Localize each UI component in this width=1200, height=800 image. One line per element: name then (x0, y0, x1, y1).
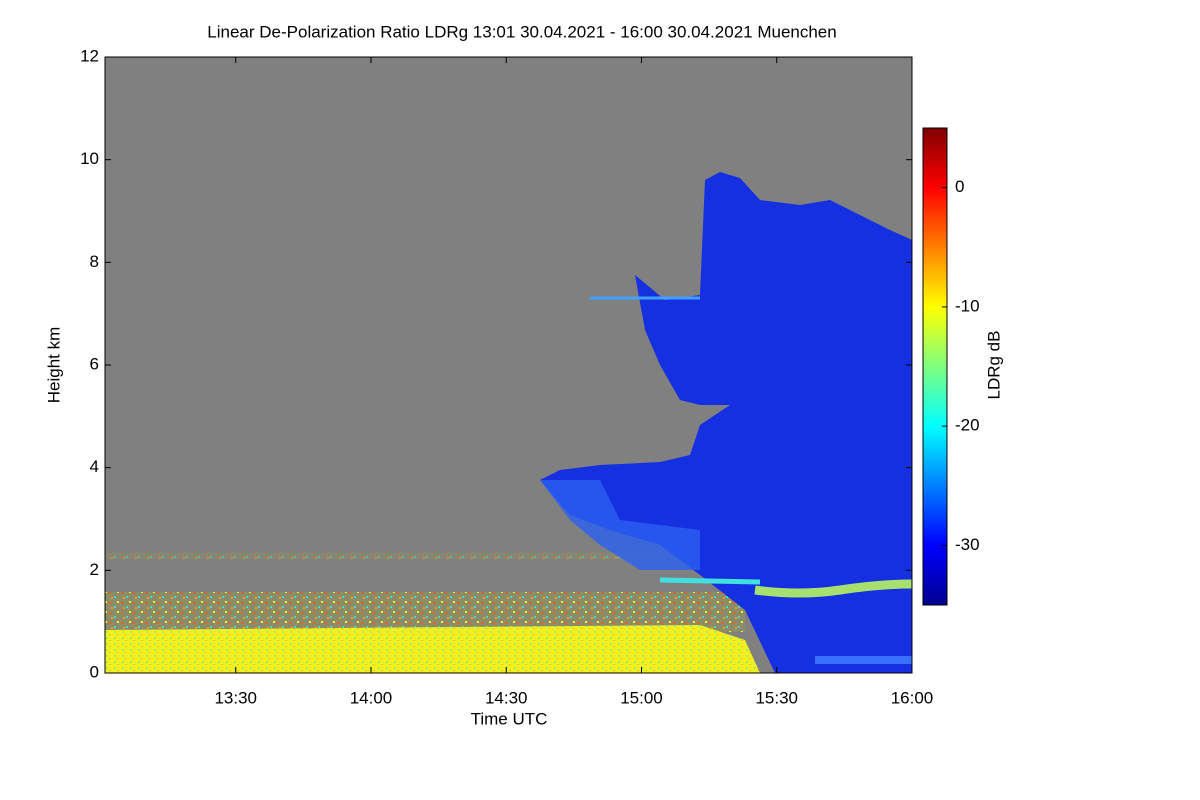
colorbar-label: LDRg dB (984, 331, 1003, 400)
y-tick-label: 0 (90, 662, 99, 681)
x-tick-label: 15:00 (620, 688, 663, 707)
y-tick-label: 6 (90, 354, 99, 373)
y-tick-label: 4 (90, 457, 99, 476)
y-tick-label: 12 (80, 46, 99, 65)
y-axis-label: Height km (44, 327, 63, 404)
heatmap-image (105, 57, 913, 673)
y-tick-label: 10 (80, 149, 99, 168)
x-axis-label: Time UTC (471, 709, 548, 728)
x-tick-label: 16:00 (891, 688, 934, 707)
x-tick-label: 15:30 (755, 688, 798, 707)
y-tick-label: 8 (90, 252, 99, 271)
x-tick-label: 14:30 (485, 688, 528, 707)
colorbar-tick-label: -20 (955, 416, 980, 435)
y-tick-label: 2 (90, 560, 99, 579)
x-tick-label: 13:30 (214, 688, 257, 707)
x-tick-label: 14:00 (350, 688, 393, 707)
colorbar-tick-label: -10 (955, 296, 980, 315)
colorbar (922, 127, 948, 606)
chart-title: Linear De-Polarization Ratio LDRg 13:01 … (207, 22, 836, 41)
colorbar-tick-label: 0 (955, 177, 964, 196)
colorbar-tick-label: -30 (955, 535, 980, 554)
